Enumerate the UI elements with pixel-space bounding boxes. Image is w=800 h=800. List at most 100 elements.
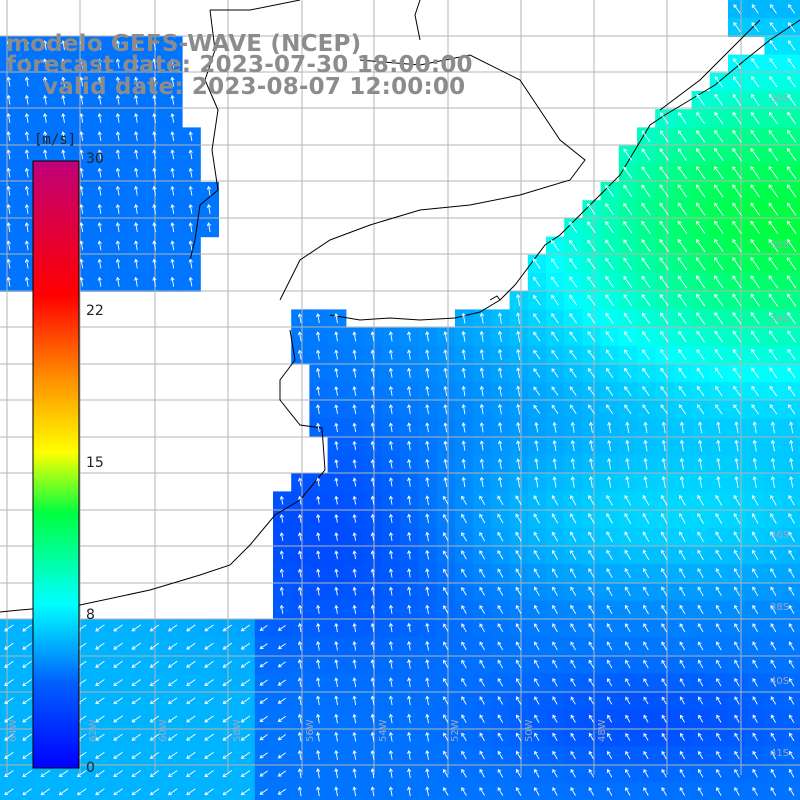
wind-arrow-head	[679, 678, 684, 683]
wind-arrow	[335, 623, 338, 633]
wind-speed-cell	[782, 709, 800, 729]
wind-arrow	[588, 586, 595, 597]
wind-arrow-head	[770, 732, 775, 737]
wind-arrow-head	[24, 94, 30, 99]
wind-arrow	[7, 241, 11, 251]
wind-arrow-head	[624, 568, 629, 573]
wind-arrow	[515, 513, 522, 524]
wind-arrow	[189, 150, 193, 160]
wind-arrow-head	[425, 367, 430, 372]
wind-arrow	[371, 569, 375, 578]
wind-speed-cell	[782, 382, 800, 401]
wind-arrow	[117, 131, 120, 142]
wind-arrow-head	[552, 586, 556, 591]
wind-arrow-head	[533, 404, 538, 409]
wind-arrow	[408, 769, 411, 778]
wind-arrow-head	[115, 276, 121, 281]
wind-arrow-head	[152, 58, 157, 63]
wind-arrow-head	[752, 696, 757, 701]
wind-arrow-head	[607, 439, 612, 444]
wind-arrow-head	[352, 659, 357, 664]
wind-arrow-head	[22, 627, 27, 632]
wind-arrow-head	[696, 94, 701, 99]
wind-arrow-head	[732, 238, 736, 243]
wind-arrow	[770, 586, 777, 597]
wind-arrow	[551, 258, 559, 270]
wind-arrow-head	[625, 750, 629, 755]
wind-arrow	[443, 751, 449, 760]
wind-arrow-head	[770, 677, 775, 682]
coastline-segment	[659, 19, 761, 111]
wind-arrow	[517, 294, 521, 306]
wind-arrow-head	[588, 750, 593, 755]
wind-arrow-head	[750, 111, 755, 116]
wind-arrow-head	[167, 755, 172, 759]
wind-arrow	[444, 459, 448, 469]
wind-arrow	[624, 568, 631, 579]
wind-arrow-head	[479, 750, 484, 755]
wind-arrow	[80, 113, 84, 123]
wind-arrow-head	[204, 737, 209, 741]
wind-arrow-head	[770, 604, 775, 609]
wind-arrow	[625, 623, 631, 633]
wind-arrow-head	[22, 646, 27, 650]
wind-arrow-head	[79, 112, 84, 117]
wind-arrow-head	[425, 713, 430, 718]
wind-arrow-head	[515, 641, 520, 646]
wind-arrow	[117, 113, 120, 123]
wind-arrow-head	[516, 476, 521, 481]
wind-arrow-head	[186, 682, 191, 686]
wind-arrow	[641, 239, 651, 252]
wind-arrow-head	[732, 220, 736, 225]
wind-arrow	[461, 641, 467, 651]
wind-arrow	[113, 715, 123, 723]
wind-arrow-head	[516, 458, 521, 463]
wind-arrow-head	[277, 645, 282, 650]
wind-arrow-head	[461, 768, 465, 773]
wind-arrow	[569, 386, 577, 396]
wind-arrow	[479, 714, 485, 723]
wind-arrow-head	[533, 513, 538, 518]
wind-arrow	[607, 751, 613, 760]
wind-arrow	[335, 768, 338, 779]
wind-arrow	[607, 769, 613, 778]
wind-arrow	[168, 679, 178, 686]
wind-arrow	[715, 386, 723, 397]
wind-arrow-head	[149, 791, 154, 796]
wind-arrow-head	[186, 664, 191, 668]
wind-arrow	[733, 404, 741, 415]
wind-arrow-head	[388, 677, 394, 682]
wind-arrow-head	[695, 238, 700, 243]
wind-arrow-head	[334, 477, 339, 482]
wind-arrow	[643, 733, 649, 741]
wind-arrow-head	[167, 682, 172, 686]
wind-arrow	[714, 239, 724, 253]
wind-arrow	[661, 623, 667, 633]
wind-arrow-head	[768, 312, 773, 316]
wind-arrow-head	[149, 645, 154, 650]
wind-arrow	[516, 605, 522, 614]
wind-arrow	[680, 751, 685, 760]
wind-arrow-head	[551, 239, 555, 244]
wind-arrow	[717, 476, 721, 488]
wind-arrow-head	[352, 440, 357, 445]
wind-arrow	[624, 513, 632, 524]
wind-arrow-head	[407, 640, 412, 645]
wind-arrow-head	[552, 458, 557, 463]
wind-arrow	[371, 587, 375, 596]
wind-arrow-head	[605, 276, 610, 280]
wind-arrow-head	[407, 750, 412, 754]
wind-arrow-head	[715, 568, 720, 573]
wind-arrow	[222, 788, 233, 796]
wind-arrow	[22, 624, 32, 632]
wind-arrow	[480, 477, 484, 488]
lon-label: 62W	[88, 719, 99, 742]
wind-arrow	[62, 40, 65, 51]
wind-arrow	[732, 166, 742, 180]
wind-arrow-head	[113, 718, 118, 723]
wind-arrow-head	[222, 664, 227, 668]
wind-arrow	[734, 733, 740, 741]
wind-arrow	[353, 551, 357, 560]
wind-arrow	[390, 478, 393, 487]
wind-arrow	[335, 423, 338, 433]
